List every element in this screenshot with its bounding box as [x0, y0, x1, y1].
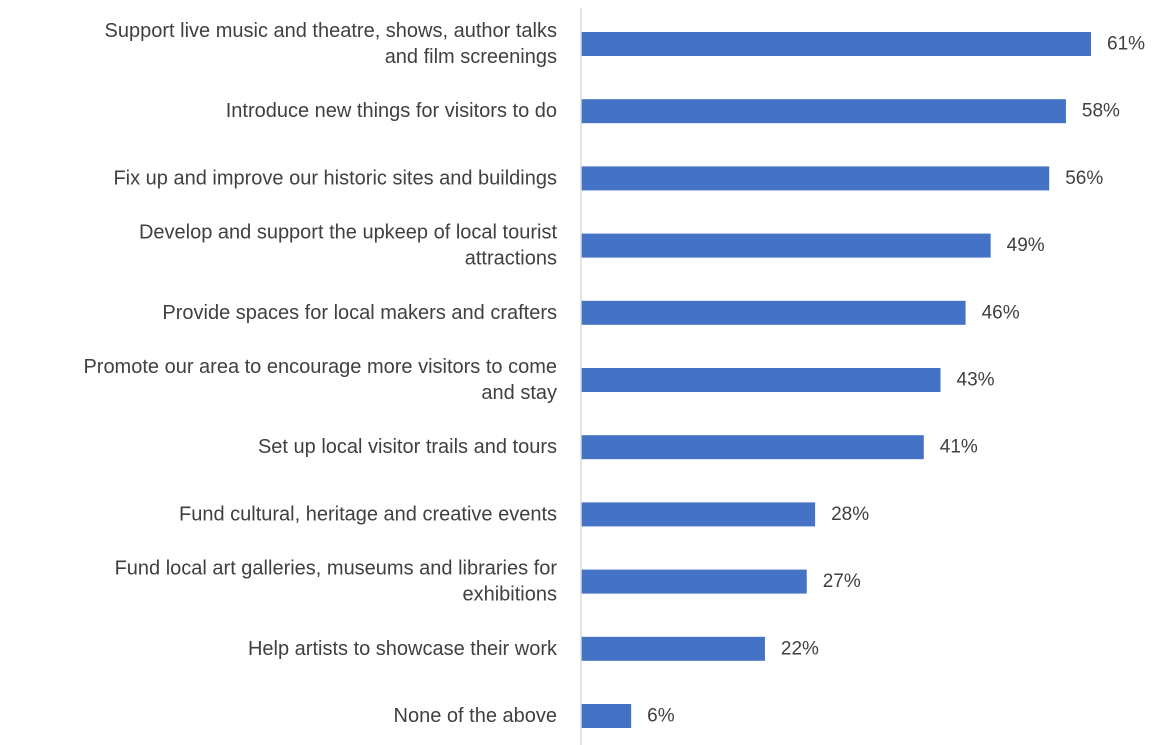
bar: [581, 368, 941, 392]
bar: [581, 166, 1050, 191]
data-label: 61%: [1107, 34, 1145, 55]
bar: [581, 704, 632, 728]
category-label: Help artists to showcase their work: [248, 638, 558, 660]
bar: [581, 32, 1091, 56]
bar: [581, 435, 924, 460]
category-label: Support live music and theatre, shows, a…: [105, 20, 557, 68]
data-label: 46%: [982, 302, 1020, 323]
bar: [581, 233, 991, 258]
bar: [581, 569, 807, 594]
data-label: 6%: [647, 706, 675, 727]
bar: [581, 636, 765, 661]
value-labels: 61% 58% 56% 49% 46% 43% 41% 28% 27% 22% 6%: [647, 34, 1145, 727]
data-label: 43%: [957, 370, 995, 391]
data-label: 58%: [1082, 101, 1120, 122]
data-label: 41%: [940, 437, 978, 458]
category-label: Set up local visitor trails and tours: [258, 436, 557, 458]
data-label: 56%: [1065, 168, 1103, 189]
category-label: Fix up and improve our historic sites an…: [113, 167, 557, 189]
bar: [581, 300, 966, 325]
category-label: Promote our area to encourage more visit…: [83, 356, 557, 404]
category-label: None of the above: [394, 705, 557, 727]
category-label: Fund local art galleries, museums and li…: [115, 558, 558, 606]
data-label: 27%: [823, 571, 861, 592]
data-label: 28%: [831, 504, 869, 525]
category-label: Introduce new things for visitors to do: [226, 100, 557, 122]
category-label: Develop and support the upkeep of local …: [139, 222, 557, 270]
data-label: 22%: [781, 638, 819, 659]
category-label: Provide spaces for local makers and craf…: [162, 302, 557, 324]
bar: [581, 502, 816, 527]
category-label: Fund cultural, heritage and creative eve…: [179, 503, 557, 525]
data-label: 49%: [1007, 235, 1045, 256]
category-labels: Support live music and theatre, shows, a…: [83, 20, 558, 727]
bar: [581, 99, 1066, 124]
bars: [581, 32, 1091, 728]
